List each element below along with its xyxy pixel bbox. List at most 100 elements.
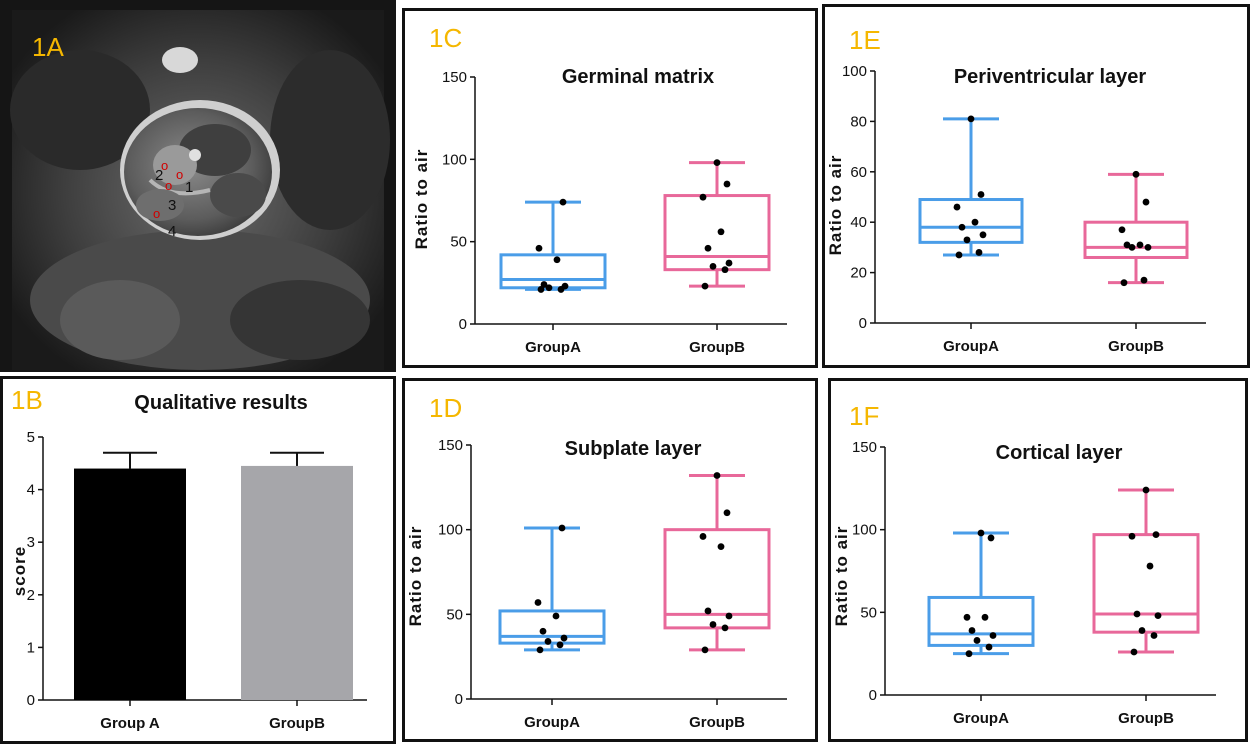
data-point [953,203,961,211]
chart-title: Periventricular layer [954,66,1147,88]
panel-label: 1E [849,25,881,55]
region-number-2: 2 [155,167,163,184]
y-tick-label: 50 [860,604,877,621]
data-point [699,533,707,540]
data-point [977,529,985,537]
box-plot: Cortical layer Ratio to air 0 50 100 150 Gro… [832,439,1216,727]
data-point [975,249,983,256]
mri-image: o o o o 1 2 3 4 [0,0,396,372]
data-point [1130,648,1138,656]
data-point [717,543,725,550]
data-point [1128,244,1136,251]
data-point [971,218,979,226]
data-point [559,198,567,206]
data-point [1123,241,1131,249]
data-point [989,632,997,639]
y-tick-label: 150 [852,439,877,456]
data-point [713,472,721,479]
box-iqr [663,528,771,630]
data-point [709,621,717,628]
y-tick-label: 100 [442,151,467,168]
y-tick-label: 50 [446,606,463,623]
data-point [558,524,566,532]
box-iqr [918,198,1024,244]
data-point [967,115,975,123]
data-point [539,627,547,635]
data-point [987,534,995,542]
chart-title: Cortical layer [996,442,1123,464]
y-axis-title: Ratio to air [832,526,851,627]
data-point [537,286,545,293]
region-number-3: 3 [168,197,176,214]
y-tick-label: 0 [869,687,877,704]
data-point [958,223,966,231]
box-plot: Periventricular layer Ratio to air 0 20 40… [826,63,1206,355]
y-tick-label: 0 [859,315,867,332]
data-point [701,282,709,290]
data-point [1128,532,1136,540]
data-point [535,244,543,252]
x-tick-label: GroupB [689,339,745,356]
y-tick-label: 0 [455,691,463,708]
x-tick-label: GroupB [689,714,745,731]
data-point [723,509,731,517]
panel-label: 1A [32,32,64,62]
y-tick-label: 5 [27,429,35,446]
box-iqr [1083,220,1189,259]
y-tick-label: 150 [442,69,467,86]
data-point [545,284,553,292]
data-point [973,637,981,644]
cortical-layer-panel: 1F Cortical layer Ratio to air 0 50 100 150… [828,378,1248,742]
data-point [536,646,544,654]
y-tick-label: 40 [850,214,867,231]
mri-panel: o o o o 1 2 3 4 1A [0,0,396,372]
region-number-1: 1 [185,179,193,196]
data-point [725,259,733,267]
data-point [1133,610,1141,618]
x-tick-label: GroupA [524,714,580,731]
data-point [985,643,993,651]
data-point [977,191,985,198]
y-tick-label: 20 [850,265,867,282]
data-point [963,236,971,244]
data-point [965,650,973,658]
box-plot: Germinal matrix Ratio to air 0 50 100 150 Gr… [412,66,787,356]
data-point [1146,562,1154,570]
data-point [701,646,709,654]
box-iqr [498,609,606,645]
roi-markers: o o o o [153,158,183,221]
roi-marker: o [153,206,160,221]
data-point [723,180,731,188]
roi-marker: o [176,167,183,182]
subplate-layer-panel: 1D Subplate layer Ratio to air 0 50 100 150… [402,378,818,742]
y-axis-title: Ratio to air [406,526,425,627]
data-point [963,613,971,621]
data-point [955,251,963,259]
y-tick-label: 100 [438,522,463,539]
y-tick-label: 100 [852,522,877,539]
data-point [709,262,717,270]
data-point [1154,612,1162,620]
data-point [713,159,721,167]
bar [241,465,353,700]
box-plot: Subplate layer Ratio to air 0 50 100 150 Gro… [406,437,787,731]
roi-marker: o [165,178,172,193]
data-point [699,193,707,201]
data-point [556,641,564,649]
y-tick-label: 2 [27,587,35,604]
data-point [560,634,568,642]
data-point [979,231,987,239]
data-point [1132,170,1140,178]
y-tick-label: 4 [27,482,35,499]
data-point [968,627,976,634]
panel-label: 1C [429,23,463,53]
x-tick-label: GroupA [525,339,581,356]
panel-label: 1B [11,385,43,415]
y-tick-label: 3 [27,534,35,551]
bar [74,468,186,700]
data-point [1142,198,1150,206]
region-number-4: 4 [168,223,176,240]
data-point [725,612,733,620]
data-point [552,612,560,620]
periventricular-layer-panel: 1E Periventricular layer Ratio to air 0 2… [822,4,1250,368]
